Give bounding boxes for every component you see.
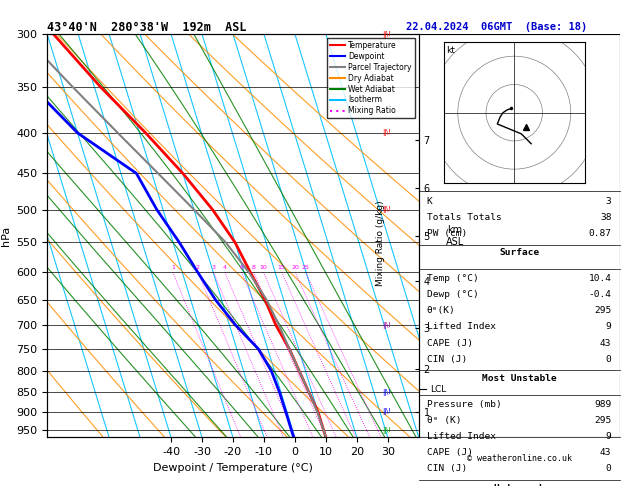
Text: Lifted Index: Lifted Index — [426, 322, 496, 331]
Text: 989: 989 — [594, 400, 611, 409]
Text: θᵉ (K): θᵉ (K) — [426, 416, 461, 425]
Text: 10: 10 — [260, 265, 267, 270]
Text: $\Vert$\!: $\Vert$\! — [382, 386, 392, 398]
Text: Surface: Surface — [499, 248, 539, 257]
Text: 295: 295 — [594, 306, 611, 315]
Text: $\Vert$\!: $\Vert$\! — [382, 127, 392, 139]
Y-axis label: km
ASL: km ASL — [446, 225, 464, 246]
Text: Most Unstable: Most Unstable — [482, 374, 557, 383]
Text: 6: 6 — [240, 265, 243, 270]
Text: Temp (°C): Temp (°C) — [426, 274, 479, 283]
Text: 3: 3 — [606, 196, 611, 206]
Text: K: K — [426, 196, 433, 206]
Text: $\Vert$\!: $\Vert$\! — [382, 425, 392, 436]
Text: 4: 4 — [223, 265, 227, 270]
Text: Hodograph: Hodograph — [493, 484, 545, 486]
Text: 1: 1 — [171, 265, 175, 270]
Text: PW (cm): PW (cm) — [426, 229, 467, 238]
Text: Lifted Index: Lifted Index — [426, 432, 496, 441]
Text: 2: 2 — [196, 265, 200, 270]
Text: Totals Totals: Totals Totals — [426, 213, 501, 222]
Text: CIN (J): CIN (J) — [426, 355, 467, 364]
Text: 295: 295 — [594, 416, 611, 425]
Text: 25: 25 — [302, 265, 309, 270]
Text: 3: 3 — [211, 265, 215, 270]
Text: 0.87: 0.87 — [589, 229, 611, 238]
Text: θᵉ(K): θᵉ(K) — [426, 306, 455, 315]
Text: kt: kt — [447, 46, 455, 55]
Text: 10.4: 10.4 — [589, 274, 611, 283]
Text: $\Vert$\!: $\Vert$\! — [382, 320, 392, 331]
Text: CAPE (J): CAPE (J) — [426, 339, 473, 347]
Text: © weatheronline.co.uk: © weatheronline.co.uk — [467, 453, 572, 463]
Text: 8: 8 — [252, 265, 255, 270]
Text: CIN (J): CIN (J) — [426, 464, 467, 473]
Text: $\Vert$\!: $\Vert$\! — [382, 204, 392, 215]
Text: 15: 15 — [278, 265, 286, 270]
Text: 9: 9 — [606, 432, 611, 441]
X-axis label: Dewpoint / Temperature (°C): Dewpoint / Temperature (°C) — [153, 463, 313, 473]
Text: Dewp (°C): Dewp (°C) — [426, 290, 479, 299]
Legend: Temperature, Dewpoint, Parcel Trajectory, Dry Adiabat, Wet Adiabat, Isotherm, Mi: Temperature, Dewpoint, Parcel Trajectory… — [327, 38, 415, 119]
Text: $\Vert$\!: $\Vert$\! — [382, 29, 392, 39]
Text: 38: 38 — [600, 213, 611, 222]
Text: 43: 43 — [600, 448, 611, 457]
Text: 22.04.2024  06GMT  (Base: 18): 22.04.2024 06GMT (Base: 18) — [406, 22, 587, 32]
Text: -0.4: -0.4 — [589, 290, 611, 299]
Text: 0: 0 — [606, 464, 611, 473]
Text: 43: 43 — [600, 339, 611, 347]
Text: Pressure (mb): Pressure (mb) — [426, 400, 501, 409]
Text: CAPE (J): CAPE (J) — [426, 448, 473, 457]
Text: 9: 9 — [606, 322, 611, 331]
Text: Mixing Ratio (g/kg): Mixing Ratio (g/kg) — [376, 200, 385, 286]
Text: LCL: LCL — [430, 384, 446, 394]
Text: 20: 20 — [291, 265, 299, 270]
Text: 43°40'N  280°38'W  192m  ASL: 43°40'N 280°38'W 192m ASL — [47, 21, 247, 34]
Y-axis label: hPa: hPa — [1, 226, 11, 246]
Text: 0: 0 — [606, 355, 611, 364]
Text: $\Vert$\!: $\Vert$\! — [382, 406, 392, 417]
